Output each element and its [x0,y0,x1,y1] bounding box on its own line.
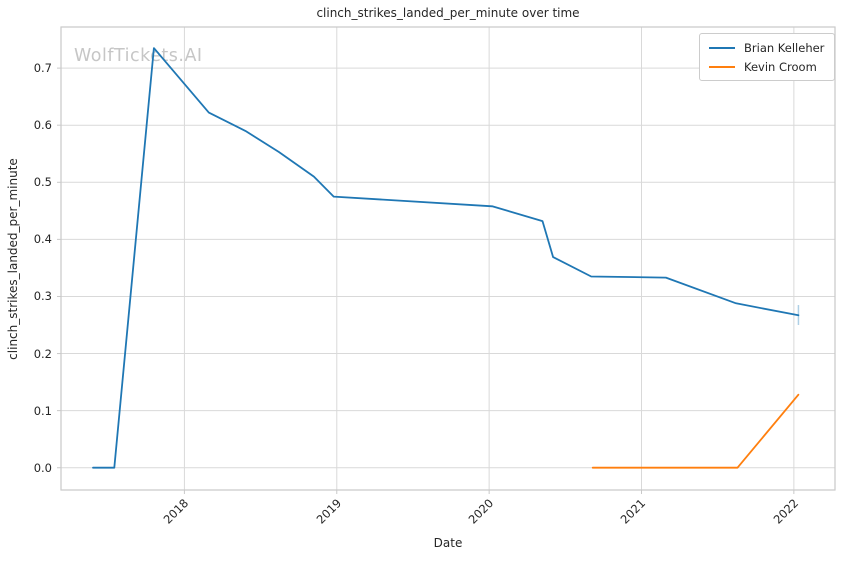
legend: Brian Kelleher Kevin Croom [699,33,836,81]
line-kevin-croom [591,393,800,469]
plot-border [60,26,836,491]
legend-line-sample [709,65,735,68]
legend-label: Kevin Croom [744,59,817,74]
y-tick-label: 0.3 [33,289,52,304]
legend-entry: Kevin Croom [709,57,824,76]
y-tick-label: 0.4 [33,232,52,247]
y-tick-label: 0.7 [33,61,52,76]
y-axis-label: clinch_strikes_landed_per_minute [6,158,20,360]
x-axis-label: Date [433,536,463,550]
y-tick-label: 0.5 [33,175,52,190]
watermark: WolfTickets.AI [74,46,203,66]
legend-label: Brian Kelleher [744,40,825,55]
legend-line-sample [709,46,735,49]
line-brian-kelleher [92,47,800,469]
legend-entry: Brian Kelleher [709,38,824,57]
y-tick-label: 0.1 [33,403,52,418]
y-tick-label: 0.0 [33,460,52,475]
chart-title: clinch_strikes_landed_per_minute over ti… [316,6,580,20]
y-tick-label: 0.6 [33,118,52,133]
y-tick-label: 0.2 [33,346,52,361]
